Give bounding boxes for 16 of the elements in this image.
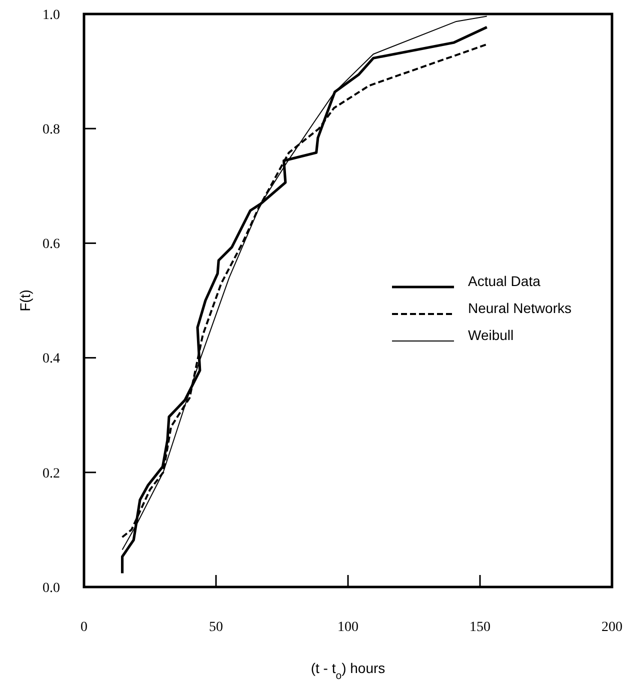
y-axis-title: F(t) xyxy=(17,290,33,312)
x-tick-label: 150 xyxy=(470,620,490,635)
y-tick-label: 1.0 xyxy=(42,8,60,23)
x-axis-title: (t - t$_{o}$) hours xyxy=(310,660,386,682)
x-tick-label: 50 xyxy=(209,620,223,635)
y-tick-label: 0.6 xyxy=(42,237,60,252)
y-tick-label: 0.0 xyxy=(42,580,60,596)
x-tick-label: 200 xyxy=(602,620,622,635)
y-tick-label: 0.4 xyxy=(42,352,60,367)
x-tick-label: 100 xyxy=(338,620,358,635)
legend-label: Actual Data xyxy=(468,272,541,289)
legend-label: Neural Networks xyxy=(468,300,572,316)
legend-label: Weibull xyxy=(468,326,514,343)
y-tick-label: 0.2 xyxy=(42,466,60,482)
x-tick-label: 0 xyxy=(80,620,88,635)
y-tick-label: 0.8 xyxy=(42,122,60,138)
